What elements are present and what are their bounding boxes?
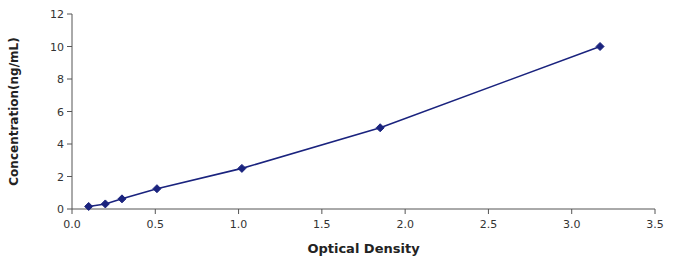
x-tick-label: 3.0 bbox=[563, 218, 581, 231]
line bbox=[89, 47, 600, 207]
x-axis-label: Optical Density bbox=[307, 241, 420, 256]
marker bbox=[118, 195, 126, 203]
x-tick bbox=[655, 209, 656, 214]
x-tick-label: 1.0 bbox=[230, 218, 248, 231]
x-tick bbox=[238, 209, 239, 214]
x-tick-label: 2.5 bbox=[480, 218, 498, 231]
y-axis-label: Concentration(ng/mL) bbox=[7, 37, 21, 185]
marker bbox=[596, 43, 604, 51]
marker bbox=[153, 185, 161, 193]
y-tick bbox=[67, 79, 72, 80]
x-tick bbox=[571, 209, 572, 214]
marker bbox=[101, 200, 109, 208]
x-tick bbox=[405, 209, 406, 214]
marker bbox=[85, 202, 93, 210]
x-tick bbox=[155, 209, 156, 214]
x-tick bbox=[321, 209, 322, 214]
y-tick bbox=[67, 14, 72, 15]
y-tick bbox=[67, 209, 72, 210]
y-tick-label: 8 bbox=[57, 73, 64, 86]
x-tick-label: 0.5 bbox=[147, 218, 165, 231]
y-tick bbox=[67, 144, 72, 145]
x-tick bbox=[488, 209, 489, 214]
marker bbox=[238, 164, 246, 172]
x-tick-label: 2.0 bbox=[396, 218, 414, 231]
chart: 0.0 0.5 1.0 1.5 2.0 2.5 3.0 3.5 0 2 4 6 8 10 12 Optical… bbox=[0, 0, 673, 265]
x-tick-label: 0.0 bbox=[63, 218, 81, 231]
y-tick-label: 4 bbox=[57, 138, 64, 151]
y-tick-label: 2 bbox=[57, 171, 64, 184]
plot-area bbox=[85, 43, 604, 211]
x-axis-line bbox=[72, 209, 655, 210]
y-axis: 0 2 4 6 8 10 12 bbox=[50, 8, 72, 216]
y-tick bbox=[67, 46, 72, 47]
y-tick-label: 10 bbox=[50, 41, 64, 54]
y-tick-label: 12 bbox=[50, 8, 64, 21]
x-tick-label: 3.5 bbox=[646, 218, 664, 231]
marker bbox=[376, 124, 384, 132]
y-tick-label: 0 bbox=[57, 203, 64, 216]
x-axis: 0.0 0.5 1.0 1.5 2.0 2.5 3.0 3.5 bbox=[63, 209, 664, 231]
x-tick-label: 1.5 bbox=[313, 218, 331, 231]
y-tick-label: 6 bbox=[57, 106, 64, 119]
x-tick bbox=[72, 209, 73, 214]
y-tick bbox=[67, 176, 72, 177]
y-tick bbox=[67, 111, 72, 112]
